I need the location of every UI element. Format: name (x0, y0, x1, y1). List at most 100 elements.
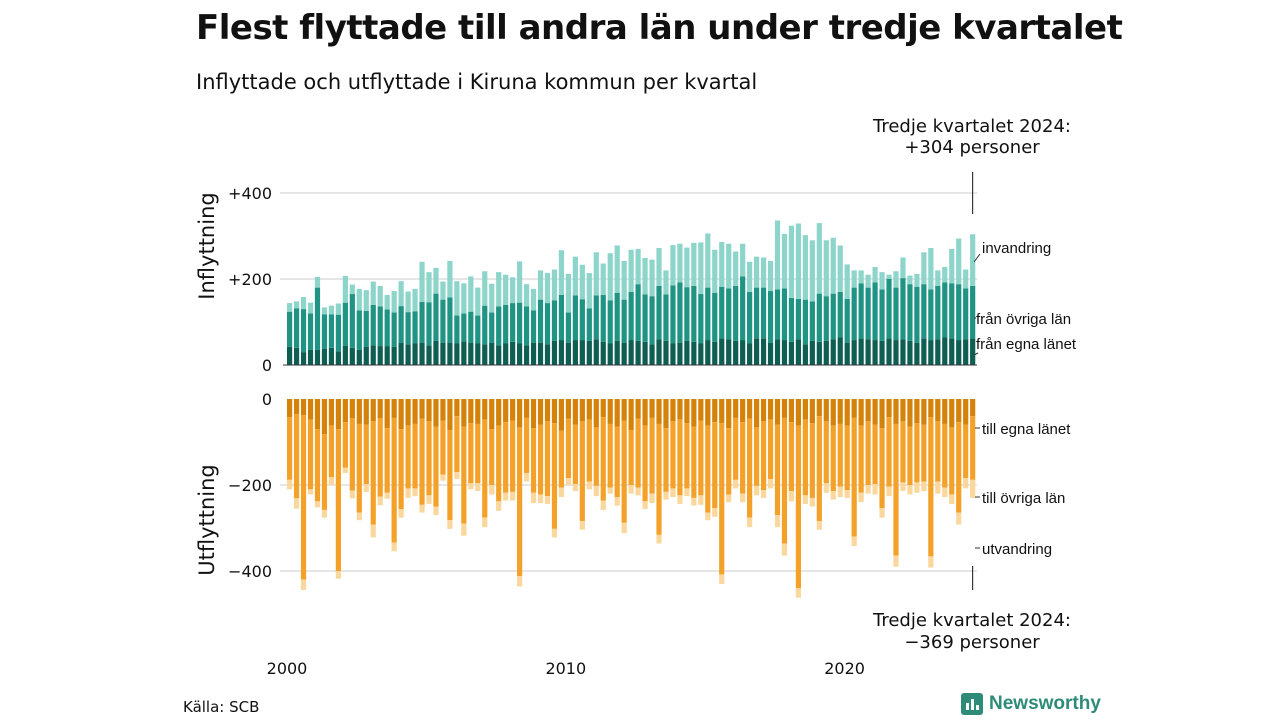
bar-in-3 (579, 264, 585, 300)
bar-out-3 (454, 472, 460, 479)
y-tick-label: +200 (228, 270, 272, 289)
bar-in-3 (886, 274, 892, 279)
bar-out-1 (363, 399, 369, 425)
bar-in-3 (551, 269, 558, 301)
bar-out-2 (893, 423, 899, 556)
bar-out-3 (503, 492, 509, 501)
bar-in-1 (733, 340, 739, 365)
bar-out-3 (698, 495, 704, 505)
bar-out-2 (907, 426, 913, 485)
bar-in-2 (391, 312, 397, 347)
bar-in-2 (468, 311, 474, 343)
bar-in-3 (419, 261, 425, 302)
brand-logo[interactable]: Newsworthy (961, 693, 1101, 715)
bar-in-3 (942, 266, 948, 283)
bar-out-2 (433, 426, 439, 507)
bar-in-3 (823, 240, 829, 297)
bar-out-2 (886, 417, 892, 487)
bar-out-2 (774, 424, 781, 516)
bar-out-3 (963, 478, 969, 489)
bar-in-2 (733, 285, 739, 341)
bar-out-3 (649, 493, 655, 504)
label-connector (973, 352, 979, 356)
bar-in-1 (921, 338, 927, 365)
bar-in-1 (307, 349, 314, 365)
bar-in-3 (837, 245, 843, 292)
bar-in-2 (747, 291, 753, 344)
bar-out-1 (447, 399, 453, 430)
bar-in-3 (642, 257, 648, 295)
bar-in-2 (544, 303, 551, 345)
bar-out-2 (579, 421, 585, 522)
bar-in-1 (719, 338, 725, 365)
bar-in-1 (544, 344, 551, 365)
bar-in-2 (363, 310, 369, 347)
bar-out-1 (900, 399, 906, 422)
bar-in-1 (496, 345, 502, 365)
annotation-bottom-line1: Tredje kvartalet 2024: (872, 610, 1071, 631)
bar-out-2 (788, 422, 795, 492)
bar-out-3 (837, 486, 843, 498)
bar-out-1 (342, 399, 348, 423)
bar-in-2 (942, 282, 948, 338)
bar-out-1 (300, 399, 307, 416)
bar-out-1 (307, 399, 314, 420)
bar-in-1 (328, 347, 335, 365)
bar-out-1 (740, 399, 746, 423)
bar-out-2 (314, 429, 321, 502)
bar-in-1 (405, 344, 411, 365)
bar-out-2 (949, 427, 955, 495)
bar-in-2 (349, 294, 355, 348)
bar-in-1 (530, 342, 537, 365)
bar-in-1 (342, 345, 348, 365)
bar-out-2 (747, 418, 753, 518)
bar-out-1 (635, 399, 641, 419)
bar-out-3 (753, 485, 760, 496)
bar-in-2 (370, 304, 376, 346)
bar-out-1 (795, 399, 802, 426)
bar-in-1 (760, 338, 767, 365)
bar-out-3 (788, 491, 795, 502)
bar-out-3 (461, 523, 467, 536)
bar-in-2 (635, 284, 641, 341)
bar-in-3 (684, 247, 690, 288)
bar-in-2 (844, 298, 850, 343)
bar-out-2 (691, 426, 697, 498)
bar-out-1 (482, 399, 488, 420)
bar-in-1 (684, 340, 690, 365)
bar-in-2 (935, 285, 941, 340)
bar-out-1 (607, 399, 613, 424)
bar-out-2 (307, 419, 314, 490)
bar-out-1 (426, 399, 432, 422)
bar-out-1 (370, 399, 376, 422)
bar-out-3 (363, 484, 369, 492)
bar-in-1 (893, 340, 899, 365)
bar-in-1 (600, 341, 606, 365)
bar-in-3 (935, 270, 941, 286)
bar-in-2 (300, 309, 307, 353)
bar-in-3 (440, 281, 446, 300)
bar-in-2 (649, 296, 655, 345)
bar-out-3 (802, 495, 808, 504)
bar-out-2 (551, 423, 558, 529)
bar-in-3 (496, 272, 502, 307)
bar-out-3 (607, 487, 613, 494)
bar-in-1 (510, 341, 516, 365)
bar-in-2 (872, 282, 878, 341)
bar-out-3 (475, 483, 481, 492)
bar-in-2 (558, 294, 565, 341)
bar-out-1 (733, 399, 739, 418)
bar-out-1 (649, 399, 655, 418)
bar-in-2 (426, 302, 432, 346)
bar-out-1 (565, 399, 571, 419)
bar-out-3 (551, 528, 558, 538)
bar-out-3 (287, 479, 293, 490)
bar-in-1 (517, 343, 523, 365)
bar-out-3 (949, 494, 955, 504)
bar-in-3 (447, 260, 453, 298)
bar-out-2 (530, 428, 537, 493)
bar-out-3 (349, 490, 355, 499)
bar-out-2 (398, 429, 404, 510)
bar-in-3 (607, 253, 613, 301)
